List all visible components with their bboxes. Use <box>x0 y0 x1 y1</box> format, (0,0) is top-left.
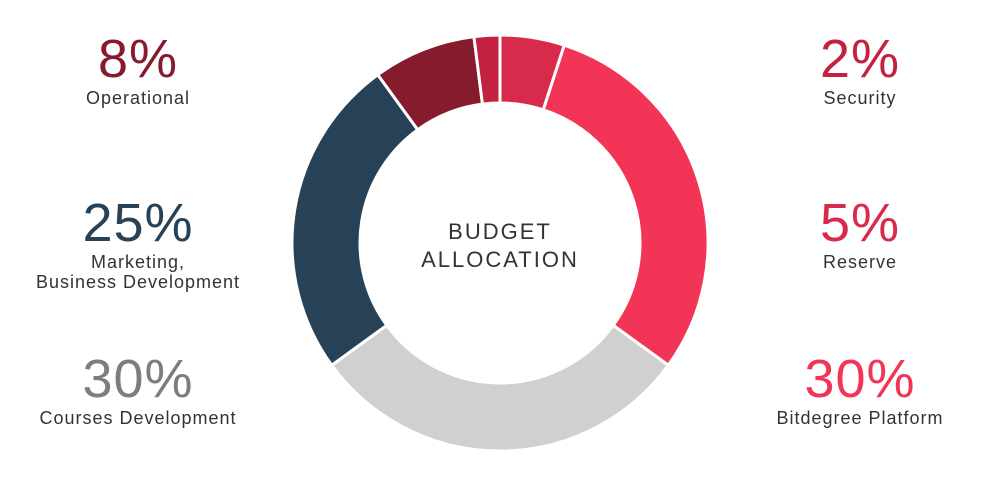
data-label-reserve-pct: 5% <box>819 193 901 253</box>
label-reserve: 5% Reserve <box>730 196 990 272</box>
label-security: 2% Security <box>730 32 990 108</box>
legend-marketing-line-1: Marketing, <box>90 252 186 272</box>
legend-reserve: Reserve <box>822 252 898 272</box>
legend-courses: Courses Development <box>39 408 237 428</box>
data-label-operational-pct: 8% <box>97 29 179 89</box>
label-marketing: 25% Marketing, Business Development <box>8 196 268 292</box>
data-label-security-pct: 2% <box>819 29 901 89</box>
data-label-marketing-pct: 25% <box>82 193 194 253</box>
donut-slice-courses-development <box>329 323 671 453</box>
legend-security: Security <box>823 88 897 108</box>
chart-title-line-2: ALLOCATION <box>421 247 579 272</box>
donut-slice-marketing-business-development <box>290 72 420 368</box>
legend-marketing: Marketing, Business Development <box>8 252 268 292</box>
donut-slice-security <box>472 33 502 106</box>
label-platform: 30% Bitdegree Platform <box>730 352 990 428</box>
legend-operational: Operational <box>85 88 191 108</box>
chart-title: BUDGET ALLOCATION <box>400 218 600 274</box>
chart-title-line-1: BUDGET <box>448 219 552 244</box>
data-label-platform-pct: 30% <box>804 349 916 409</box>
label-courses: 30% Courses Development <box>8 352 268 428</box>
label-operational: 8% Operational <box>8 32 268 108</box>
legend-marketing-line-2: Business Development <box>35 272 241 292</box>
donut-slice-bitdegree-platform <box>541 43 710 368</box>
legend-platform: Bitdegree Platform <box>776 408 944 428</box>
data-label-courses-pct: 30% <box>82 349 194 409</box>
